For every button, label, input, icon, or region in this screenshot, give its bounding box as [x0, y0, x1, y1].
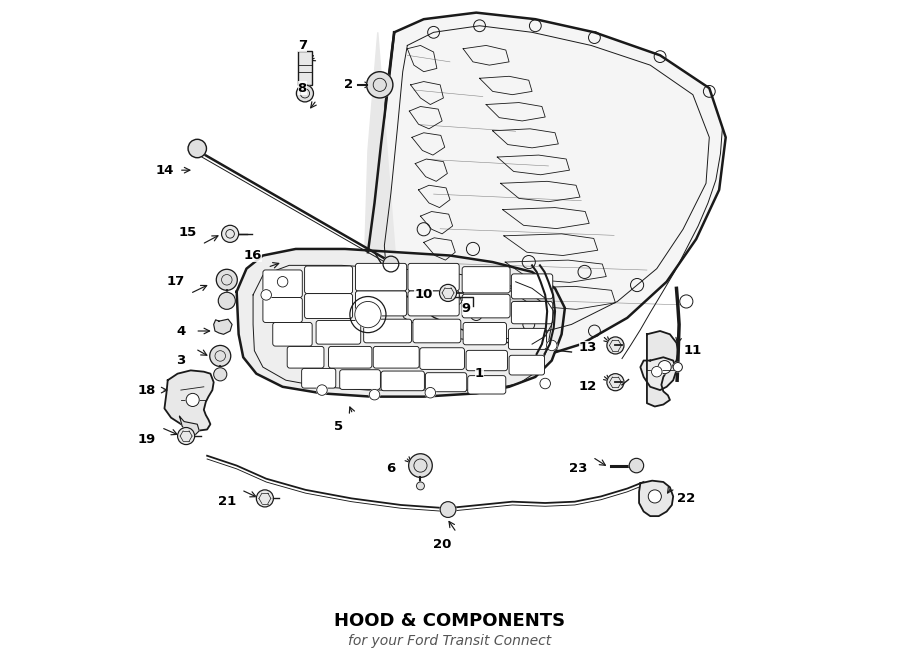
FancyBboxPatch shape	[263, 270, 302, 297]
Circle shape	[673, 363, 682, 371]
Polygon shape	[237, 249, 565, 397]
Polygon shape	[179, 416, 199, 435]
Text: 9: 9	[462, 301, 471, 314]
Polygon shape	[368, 13, 725, 364]
Text: 3: 3	[176, 354, 185, 367]
Text: 22: 22	[677, 492, 696, 505]
Polygon shape	[647, 331, 679, 406]
FancyBboxPatch shape	[466, 350, 508, 371]
Circle shape	[256, 490, 274, 507]
Circle shape	[261, 290, 272, 300]
Text: 4: 4	[176, 324, 185, 338]
FancyBboxPatch shape	[413, 319, 461, 343]
FancyBboxPatch shape	[426, 373, 467, 392]
Circle shape	[629, 458, 643, 473]
Text: 14: 14	[156, 164, 174, 177]
FancyBboxPatch shape	[408, 263, 459, 291]
Text: 17: 17	[166, 275, 184, 288]
Circle shape	[369, 389, 380, 400]
FancyBboxPatch shape	[462, 267, 510, 293]
FancyBboxPatch shape	[316, 320, 361, 344]
Circle shape	[296, 85, 313, 102]
Circle shape	[210, 346, 230, 367]
Polygon shape	[165, 370, 213, 431]
Text: HOOD & COMPONENTS: HOOD & COMPONENTS	[335, 612, 565, 630]
FancyBboxPatch shape	[298, 51, 312, 85]
Text: 8: 8	[298, 81, 307, 95]
Circle shape	[607, 373, 624, 391]
Text: 1: 1	[475, 367, 484, 380]
Text: 11: 11	[684, 344, 702, 357]
Circle shape	[366, 71, 393, 98]
Circle shape	[219, 292, 235, 309]
Circle shape	[607, 337, 624, 354]
Text: 6: 6	[386, 462, 395, 475]
Ellipse shape	[355, 301, 381, 328]
Text: 10: 10	[415, 289, 433, 301]
FancyBboxPatch shape	[509, 355, 544, 375]
Circle shape	[317, 385, 328, 395]
Text: 19: 19	[138, 433, 156, 446]
FancyBboxPatch shape	[339, 370, 381, 389]
Text: 5: 5	[334, 420, 343, 433]
Text: 2: 2	[344, 78, 353, 91]
Text: 7: 7	[298, 39, 307, 52]
FancyBboxPatch shape	[304, 266, 353, 293]
FancyBboxPatch shape	[419, 348, 464, 369]
Polygon shape	[213, 319, 232, 334]
FancyBboxPatch shape	[356, 263, 407, 291]
Circle shape	[221, 225, 239, 242]
Circle shape	[409, 453, 432, 477]
Text: 23: 23	[569, 462, 587, 475]
Circle shape	[277, 277, 288, 287]
Circle shape	[177, 428, 194, 445]
FancyBboxPatch shape	[273, 322, 312, 346]
Circle shape	[213, 368, 227, 381]
FancyBboxPatch shape	[364, 319, 411, 343]
Circle shape	[417, 482, 425, 490]
FancyBboxPatch shape	[508, 328, 546, 350]
FancyBboxPatch shape	[287, 346, 324, 368]
Text: for your Ford Transit Connect: for your Ford Transit Connect	[348, 634, 552, 648]
FancyBboxPatch shape	[328, 346, 372, 368]
Circle shape	[652, 367, 662, 377]
Polygon shape	[639, 481, 673, 516]
Circle shape	[648, 490, 662, 503]
FancyBboxPatch shape	[464, 322, 507, 345]
Circle shape	[383, 256, 399, 272]
FancyBboxPatch shape	[462, 294, 510, 318]
Circle shape	[188, 139, 206, 158]
FancyBboxPatch shape	[468, 375, 506, 394]
FancyBboxPatch shape	[304, 293, 353, 318]
Circle shape	[658, 361, 671, 373]
FancyBboxPatch shape	[263, 297, 302, 322]
Text: 12: 12	[579, 380, 597, 393]
FancyBboxPatch shape	[374, 346, 419, 368]
Text: 18: 18	[138, 383, 156, 397]
Circle shape	[540, 378, 551, 389]
Polygon shape	[364, 32, 400, 334]
Circle shape	[186, 393, 199, 406]
Text: 21: 21	[218, 495, 236, 508]
Text: 15: 15	[178, 226, 196, 239]
Circle shape	[440, 502, 456, 518]
Text: 20: 20	[433, 538, 451, 551]
Circle shape	[425, 387, 436, 398]
FancyBboxPatch shape	[302, 369, 336, 388]
FancyBboxPatch shape	[408, 291, 459, 316]
Text: 16: 16	[244, 249, 262, 262]
Circle shape	[546, 340, 557, 351]
Circle shape	[216, 269, 238, 291]
FancyBboxPatch shape	[381, 371, 425, 391]
FancyBboxPatch shape	[356, 291, 407, 316]
FancyBboxPatch shape	[511, 301, 553, 324]
Text: 13: 13	[579, 341, 597, 354]
Circle shape	[439, 285, 456, 301]
FancyBboxPatch shape	[511, 274, 553, 299]
Polygon shape	[641, 357, 677, 390]
